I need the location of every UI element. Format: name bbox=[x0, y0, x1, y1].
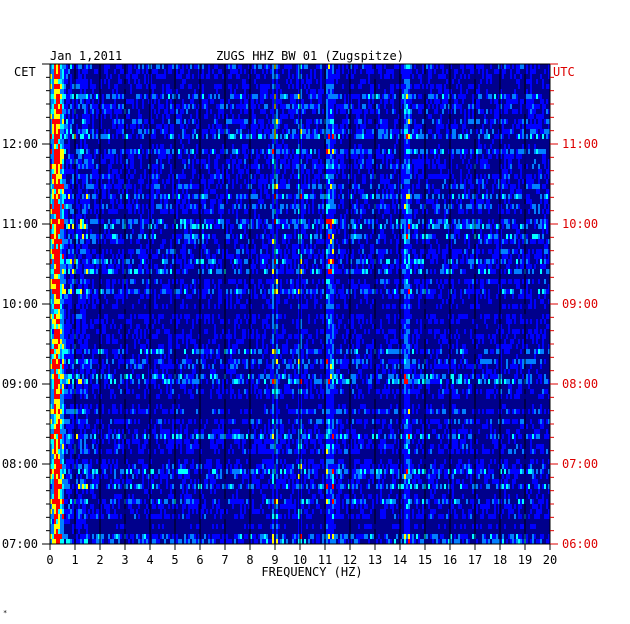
x-tick-label: 6 bbox=[196, 553, 203, 567]
utc-tick-label: 10:00 bbox=[562, 217, 598, 231]
x-tick-label: 20 bbox=[543, 553, 557, 567]
chart-date: Jan 1,2011 bbox=[50, 49, 122, 63]
x-tick-label: 4 bbox=[146, 553, 153, 567]
x-tick-label: 9 bbox=[271, 553, 278, 567]
frequency-grid bbox=[49, 63, 551, 545]
cet-tick-label: 11:00 bbox=[2, 217, 38, 231]
x-tick-label: 8 bbox=[246, 553, 253, 567]
cet-tick-label: 08:00 bbox=[2, 457, 38, 471]
frequency-axis: 0 1 2 3 4 5 6 7 8 9 10 11 12 13 14 15 16 17 18 19 20 bbox=[46, 544, 557, 567]
x-tick-label: 3 bbox=[121, 553, 128, 567]
utc-tick-label: 11:00 bbox=[562, 137, 598, 151]
x-tick-label: 2 bbox=[96, 553, 103, 567]
cet-axis: 12:00 11:00 10:00 09:00 08:00 07:00 bbox=[2, 63, 50, 551]
utc-tick-label: 07:00 bbox=[562, 457, 598, 471]
cet-tick-label: 09:00 bbox=[2, 377, 38, 391]
x-tick-label: 18 bbox=[493, 553, 507, 567]
utc-tick-label: 06:00 bbox=[562, 537, 598, 551]
x-tick-label: 1 bbox=[71, 553, 78, 567]
x-tick-label: 11 bbox=[318, 553, 332, 567]
cet-tick-label: 07:00 bbox=[2, 537, 38, 551]
utc-tick-label: 08:00 bbox=[562, 377, 598, 391]
x-tick-label: 13 bbox=[368, 553, 382, 567]
x-tick-label: 15 bbox=[418, 553, 432, 567]
x-tick-label: 19 bbox=[518, 553, 532, 567]
x-tick-label: 17 bbox=[468, 553, 482, 567]
x-tick-label: 16 bbox=[443, 553, 457, 567]
cet-axis-label: CET bbox=[14, 65, 36, 79]
x-tick-label: 12 bbox=[343, 553, 357, 567]
x-tick-label: 10 bbox=[293, 553, 307, 567]
cet-tick-label: 12:00 bbox=[2, 137, 38, 151]
utc-axis-label: UTC bbox=[553, 65, 575, 79]
x-tick-label: 5 bbox=[171, 553, 178, 567]
footer-mark: * bbox=[3, 609, 7, 617]
x-tick-label: 14 bbox=[393, 553, 407, 567]
x-axis-label: FREQUENCY (HZ) bbox=[261, 565, 362, 579]
x-tick-label: 0 bbox=[46, 553, 53, 567]
x-tick-label: 7 bbox=[221, 553, 228, 567]
chart-title: ZUGS HHZ BW 01 (Zugspitze) bbox=[216, 49, 404, 63]
utc-tick-label: 09:00 bbox=[562, 297, 598, 311]
utc-axis: 11:00 10:00 09:00 08:00 07:00 06:00 bbox=[550, 63, 598, 551]
cet-tick-label: 10:00 bbox=[2, 297, 38, 311]
